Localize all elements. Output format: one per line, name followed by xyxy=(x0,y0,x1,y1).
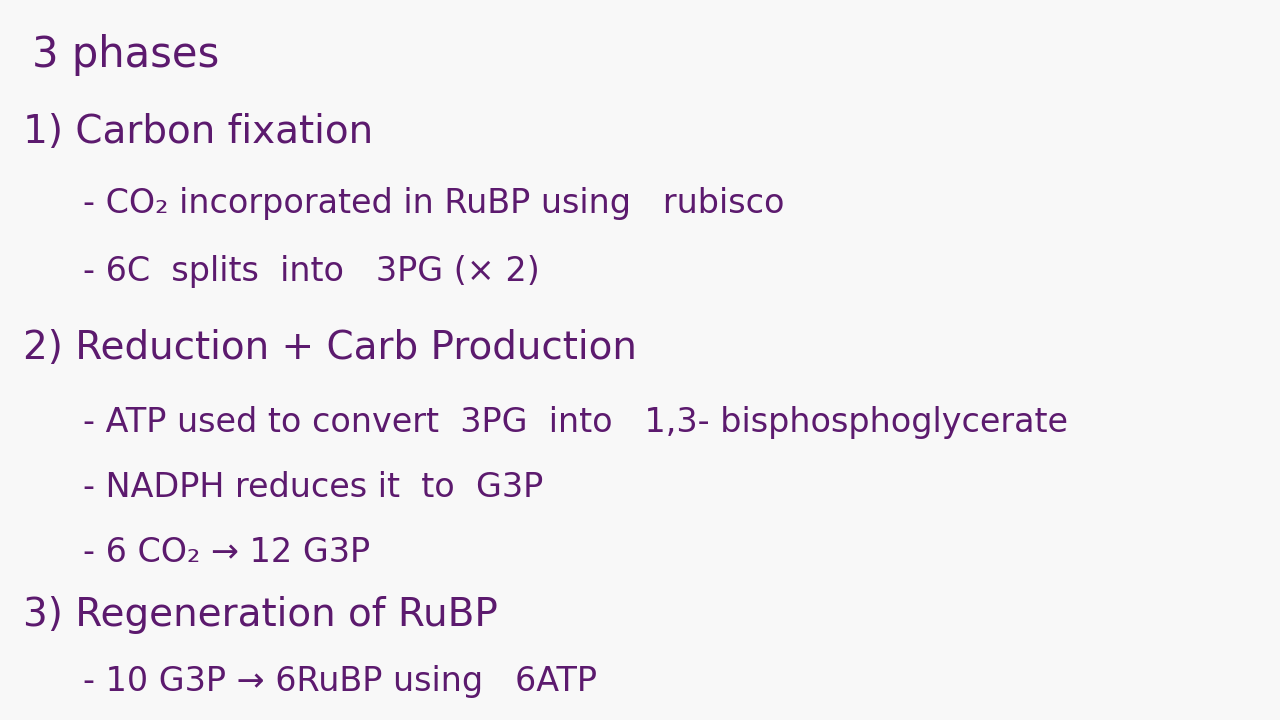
Text: - 6C  splits  into   3PG (× 2): - 6C splits into 3PG (× 2) xyxy=(83,255,540,288)
Text: - CO₂ incorporated in RuBP using   rubisco: - CO₂ incorporated in RuBP using rubisco xyxy=(83,186,785,220)
Text: - 10 G3P → 6RuBP using   6ATP: - 10 G3P → 6RuBP using 6ATP xyxy=(83,665,598,698)
Text: - ATP used to convert  3PG  into   1,3- bisphosphoglycerate: - ATP used to convert 3PG into 1,3- bisp… xyxy=(83,406,1069,439)
Text: 2) Reduction + Carb Production: 2) Reduction + Carb Production xyxy=(23,329,637,367)
Text: 1) Carbon fixation: 1) Carbon fixation xyxy=(23,113,374,151)
Text: - 6 CO₂ → 12 G3P: - 6 CO₂ → 12 G3P xyxy=(83,536,370,569)
Text: 3 phases: 3 phases xyxy=(32,34,219,76)
Text: - NADPH reduces it  to  G3P: - NADPH reduces it to G3P xyxy=(83,471,544,504)
Text: 3) Regeneration of RuBP: 3) Regeneration of RuBP xyxy=(23,595,498,634)
